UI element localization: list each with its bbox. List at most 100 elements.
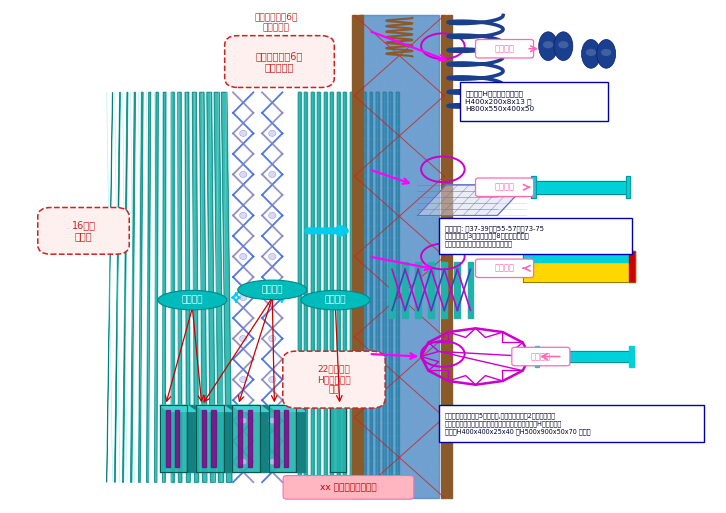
Polygon shape [358,15,363,498]
Text: 东西两侧布置6道
巨型斜撑。: 东西两侧布置6道 巨型斜撑。 [256,51,303,72]
Polygon shape [248,410,252,467]
Polygon shape [178,92,182,482]
Polygon shape [224,405,232,472]
Polygon shape [330,405,346,472]
Polygon shape [629,346,634,367]
Ellipse shape [269,459,276,465]
Polygon shape [343,92,346,482]
Polygon shape [534,181,628,193]
Polygon shape [274,410,279,467]
Ellipse shape [269,336,276,342]
Ellipse shape [269,418,276,424]
Polygon shape [370,92,372,482]
FancyBboxPatch shape [283,476,414,499]
Polygon shape [441,15,446,498]
Polygon shape [232,405,269,411]
Polygon shape [324,92,327,482]
Polygon shape [175,410,179,467]
Polygon shape [317,92,320,482]
Polygon shape [202,410,206,467]
Polygon shape [160,405,187,472]
Text: 伸臂桁架: 在37-39层、55-57层、73-75
层分别设置了3道，每道包含8根伸臂桁架，伸
臂桁架与核心筒由连接节点为连接件。: 伸臂桁架: 在37-39层、55-57层、73-75 层分别设置了3道，每道包含… [445,225,544,247]
Polygon shape [352,15,357,498]
Polygon shape [196,405,224,472]
Polygon shape [166,410,170,467]
Ellipse shape [539,32,558,61]
Polygon shape [155,92,158,482]
Polygon shape [232,405,260,472]
Polygon shape [147,92,151,482]
Polygon shape [196,405,232,411]
Polygon shape [402,262,408,318]
Polygon shape [115,92,121,482]
Ellipse shape [240,377,247,383]
Ellipse shape [301,290,370,310]
Text: 沿核高方向共布置了5道腰桁架,每道腰桁架采用2个外框架柱距
形成整体，每道腰桁架设置两个规格，腰桁架杆件均为H型钢，截面
尺寸：H400x400x25x40 至: 沿核高方向共布置了5道腰桁架,每道腰桁架采用2个外框架柱距 形成整体，每道腰桁架… [445,413,590,435]
Ellipse shape [554,32,573,61]
Polygon shape [350,92,353,482]
Text: 22根核心筒
H型钢劲性钢
柱。: 22根核心筒 H型钢劲性钢 柱。 [317,365,351,394]
Polygon shape [296,405,305,472]
Ellipse shape [597,40,616,68]
Polygon shape [131,92,135,482]
Text: 构件类型: 构件类型 [531,352,551,361]
Bar [460,82,608,121]
Ellipse shape [601,49,611,56]
Ellipse shape [240,294,247,301]
Text: 构件类型: 构件类型 [494,44,515,53]
Ellipse shape [582,40,600,68]
FancyBboxPatch shape [512,347,570,366]
Polygon shape [523,251,635,262]
FancyBboxPatch shape [38,207,129,254]
Polygon shape [446,15,452,498]
Polygon shape [298,92,301,482]
Polygon shape [428,262,434,318]
Text: 构件类型: 构件类型 [494,183,515,192]
Ellipse shape [240,212,247,219]
Polygon shape [523,258,635,282]
Ellipse shape [240,459,247,465]
Polygon shape [123,92,128,482]
Text: 东西两侧布置6道
巨型斜撑。: 东西两侧布置6道 巨型斜撑。 [254,13,298,32]
FancyBboxPatch shape [476,40,534,58]
Text: 构件类型: 构件类型 [494,264,515,273]
Polygon shape [163,92,166,482]
Ellipse shape [240,253,247,260]
Text: 截面类型: 截面类型 [325,295,346,305]
Polygon shape [629,251,635,282]
Ellipse shape [240,171,247,177]
Text: 截面类型: 截面类型 [182,295,203,305]
Polygon shape [389,262,395,318]
Polygon shape [359,15,439,498]
Polygon shape [626,176,630,198]
Polygon shape [187,405,196,472]
Ellipse shape [269,253,276,260]
Polygon shape [311,92,314,482]
Bar [439,405,704,442]
Polygon shape [269,405,296,472]
Polygon shape [376,92,379,482]
Polygon shape [531,176,536,198]
Ellipse shape [269,130,276,136]
Polygon shape [238,410,242,467]
Polygon shape [417,185,526,215]
Ellipse shape [240,418,247,424]
Ellipse shape [240,336,247,342]
Text: 钢梁均为H型钢，截面尺寸：
H400x200x8x13 至
H800x550x400x50: 钢梁均为H型钢，截面尺寸： H400x200x8x13 至 H800x550x4… [465,91,534,112]
Ellipse shape [269,377,276,383]
Text: 截面类型: 截面类型 [261,285,283,294]
Polygon shape [211,410,216,467]
Polygon shape [441,262,447,318]
Polygon shape [200,92,207,482]
Polygon shape [415,262,421,318]
Polygon shape [171,92,174,482]
Polygon shape [330,92,333,482]
Bar [439,218,632,254]
Text: xx 金融中心整体模型: xx 金融中心整体模型 [320,483,377,492]
Polygon shape [139,92,143,482]
Polygon shape [454,262,460,318]
Polygon shape [207,92,216,482]
Ellipse shape [269,294,276,301]
Ellipse shape [586,49,596,56]
Polygon shape [221,92,232,482]
